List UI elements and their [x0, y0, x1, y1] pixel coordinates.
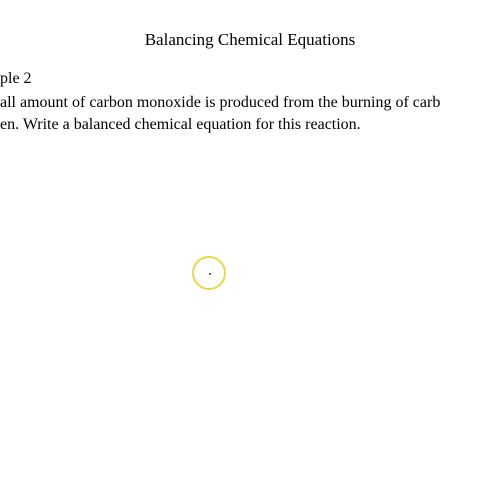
body-line-1: all amount of carbon monoxide is produce… [0, 94, 440, 111]
cursor-dot [209, 273, 211, 275]
example-label: ple 2 [0, 70, 500, 88]
page-title: Balancing Chemical Equations [0, 0, 500, 70]
content-area: ple 2 all amount of carbon monoxide is p… [0, 70, 500, 135]
problem-text: all amount of carbon monoxide is produce… [0, 92, 500, 135]
body-line-2: en. Write a balanced chemical equation f… [0, 116, 361, 133]
